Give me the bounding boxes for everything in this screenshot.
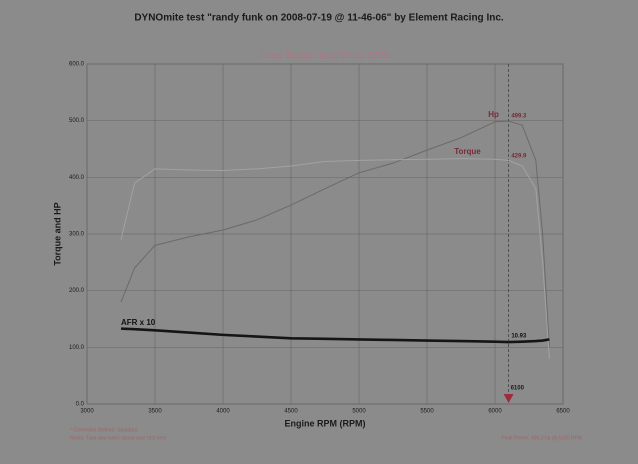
x-tick-label: 5000 <box>352 409 366 415</box>
value-label: 429.9 <box>511 153 527 159</box>
y-tick-label: 200.0 <box>69 288 85 294</box>
series-line <box>120 158 550 359</box>
y-tick-label: 400.0 <box>69 175 85 181</box>
y-tick-label: 600.0 <box>69 62 85 68</box>
peak-label: 6100 <box>511 386 525 392</box>
series-line <box>120 120 550 348</box>
y-tick-label: 300.0 <box>69 232 85 238</box>
chart-subtitle: Peak Torque* and Hp* vs. RPM <box>262 50 388 60</box>
x-tick-label: 5500 <box>420 409 434 415</box>
peak-note: Peak Power: 499.3 hp @ 6100 RPM <box>501 435 582 441</box>
y-tick-label: 100.0 <box>69 345 85 351</box>
x-tick-label: 3000 <box>80 409 94 415</box>
series-name: Torque <box>454 147 481 156</box>
x-tick-label: 6500 <box>556 409 570 415</box>
x-tick-label: 3500 <box>148 409 162 415</box>
x-tick-label: 4000 <box>216 409 230 415</box>
y-tick-label: 500.0 <box>69 118 85 124</box>
x-tick-label: 6000 <box>488 409 502 415</box>
x-axis-label: Engine RPM (RPM) <box>285 418 366 428</box>
value-label: 10.93 <box>511 334 527 340</box>
chart-title: DYNOmite test "randy funk on 2008-07-19 … <box>134 13 504 24</box>
value-label: 499.3 <box>511 114 527 120</box>
y-axis-label: Torque and HP <box>52 202 62 265</box>
x-tick-label: 4500 <box>284 409 298 415</box>
footnote: Notes: Type any notes above your test he… <box>70 435 167 441</box>
series-name: Hp <box>488 110 499 119</box>
y-tick-label: 0.0 <box>76 402 85 408</box>
series-name: AFR x 10 <box>121 318 156 327</box>
series-line <box>120 327 550 344</box>
footnote: * Correction Method: Standard <box>70 427 138 433</box>
peak-marker <box>503 394 514 403</box>
